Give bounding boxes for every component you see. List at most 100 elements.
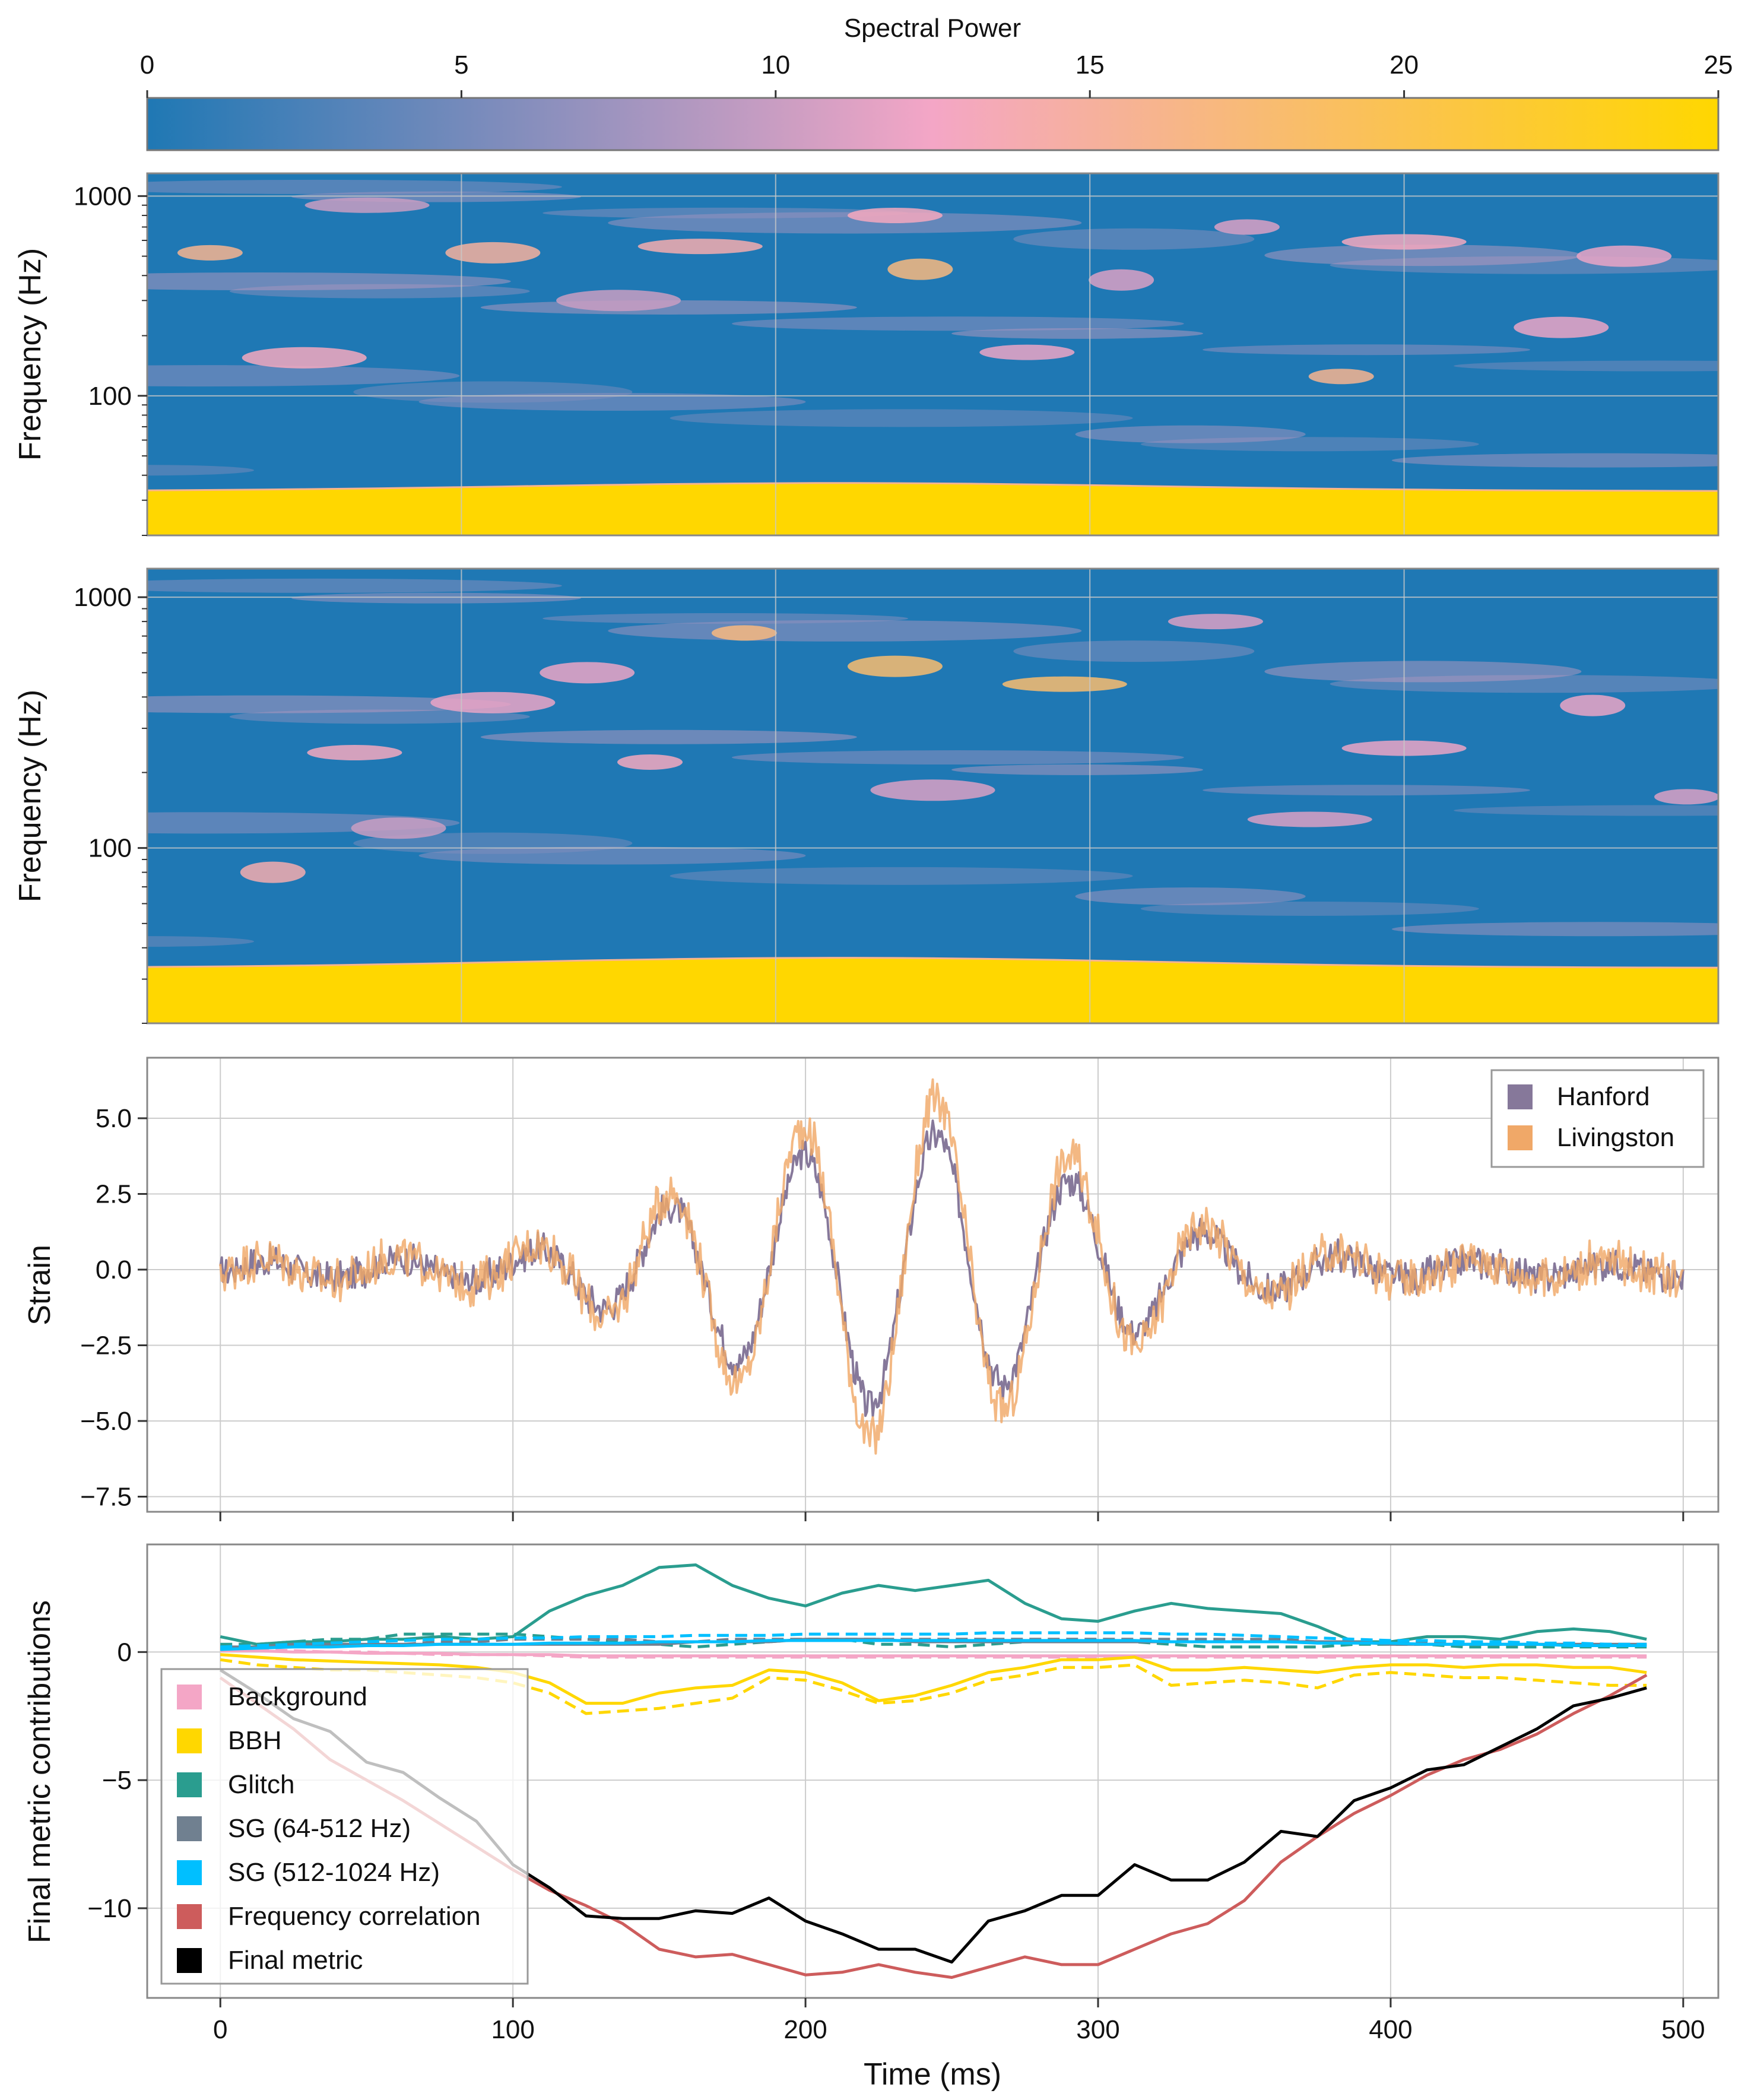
spectrogram-texture-band [1013, 640, 1255, 662]
spectrogram-texture-band [147, 272, 511, 291]
metric-series-bbh [220, 1653, 1647, 1705]
y-tick-label: 5.0 [96, 1104, 132, 1133]
metric-legend-swatch [177, 1860, 202, 1885]
spectrogram-texture-band [353, 381, 633, 403]
spectrogram-texture-band [480, 729, 857, 744]
spectrogram-2-y-ticks: 100 1000 [74, 583, 147, 1024]
metric-ticks: 0 100 200 300 400 500 0 −5 −10 [87, 1638, 1705, 2044]
x-tick-label: 400 [1369, 2015, 1412, 2044]
metric-legend-label: Frequency correlation [228, 1902, 481, 1931]
metric-legend-label: Final metric [228, 1946, 363, 1975]
y-tick-label: 2.5 [96, 1180, 132, 1209]
spectrogram-blob [637, 239, 763, 255]
spectrogram-blob [1308, 369, 1374, 385]
spectrogram-blob [1214, 219, 1280, 235]
metric-series-bbh-dashed [220, 1658, 1647, 1715]
spectrogram-texture-band [670, 867, 1133, 885]
x-tick-label: 0 [213, 2015, 227, 2044]
metric-legend-swatch [177, 1772, 202, 1797]
metric-legend-swatch [177, 1904, 202, 1929]
x-tick-label: 500 [1661, 2015, 1705, 2044]
y-tick-label: −10 [87, 1894, 132, 1923]
colorbar-bar [146, 97, 1720, 151]
spectrogram-2-grid [147, 569, 1718, 1023]
spectrogram-blob [870, 779, 995, 801]
spectrogram-blob [1560, 694, 1626, 716]
x-tick-label: 300 [1076, 2015, 1119, 2044]
metric-legend-label: SG (512-1024 Hz) [228, 1858, 440, 1887]
strain-series [219, 1078, 1684, 1455]
spectrogram-texture-band [418, 846, 806, 865]
spectrogram-texture-band [731, 316, 1184, 331]
spectrogram-blob [617, 754, 683, 770]
strain-series-livingston [219, 1078, 1684, 1455]
spectrogram-blob [847, 655, 943, 677]
spectrogram-texture-band [418, 393, 806, 411]
spectrogram-1-frame [146, 172, 1720, 537]
spectrogram-texture-band [543, 207, 909, 218]
spectrogram-texture-band [147, 936, 254, 947]
spectrogram-texture-band [543, 613, 909, 624]
spectrogram-texture-band [1140, 437, 1479, 452]
spectrogram-texture-band [1391, 922, 1718, 937]
spectrogram-2-frame [146, 567, 1720, 1024]
spectrogram-texture-band [1264, 661, 1582, 683]
spectrogram-blob [887, 258, 953, 280]
spectrogram-texture-band [608, 212, 1082, 234]
spectrogram-blob [1654, 789, 1718, 805]
spectrogram-1-background [147, 173, 1718, 535]
spectrogram-1-ylabel: Frequency (Hz) [13, 248, 47, 461]
strain-plot-area [147, 1058, 1718, 1512]
legend-swatch-hanford [1508, 1084, 1533, 1109]
spectrogram-texture-band [147, 365, 460, 387]
legend-label-hanford: Hanford [1557, 1082, 1650, 1111]
x-tick-label: 100 [491, 2015, 534, 2044]
y-tick-label: 1000 [74, 583, 132, 612]
spectrogram-texture-band [147, 179, 562, 194]
spectrogram-panel-1: 100 1000 Frequency (Hz) [13, 172, 1720, 537]
strain-panel: 5.0 2.5 0.0 −2.5 −5.0 −7.5 Strain Hanford Liv… [23, 1057, 1720, 1521]
y-tick-label: 1000 [74, 182, 132, 211]
strain-ylabel: Strain [23, 1245, 57, 1325]
metric-legend-swatch [177, 1685, 202, 1709]
spectrogram-blob [1247, 811, 1372, 827]
spectrogram-blob [1002, 676, 1127, 692]
metric-legend-label: Glitch [228, 1770, 294, 1799]
y-tick-label: 100 [88, 382, 132, 411]
spectrogram-texture-band [1075, 887, 1306, 906]
colorbar-tick-label: 15 [1076, 50, 1105, 80]
spectrogram-low-band [147, 484, 1718, 535]
spectrogram-texture-band [1330, 675, 1718, 693]
spectrogram-blob [430, 691, 556, 713]
spectrogram-texture-band [147, 578, 562, 593]
metric-series-sg-512-1024-hz--dashed [220, 1631, 1647, 1649]
y-tick-label: −5 [102, 1766, 132, 1795]
metric-series [219, 1563, 1648, 1979]
spectrogram-texture-band [1140, 901, 1479, 916]
spectrogram-blob [304, 197, 430, 213]
spectrogram-2-ylabel: Frequency (Hz) [13, 690, 47, 902]
spectrogram-texture-band [670, 409, 1133, 427]
spectrogram-1-y-ticks: 100 1000 [74, 182, 147, 536]
spectrogram-blob [177, 245, 243, 261]
metric-frame [146, 1543, 1720, 1999]
metric-legend: Background BBH Glitch SG (64-512 Hz) SG (512… [160, 1668, 529, 1985]
colorbar-tick-label: 0 [140, 50, 154, 80]
spectrogram-blob [1576, 245, 1672, 267]
spectrogram-texture-band [951, 328, 1204, 339]
spectrogram-blob [1089, 269, 1154, 291]
strain-ticks: 5.0 2.5 0.0 −2.5 −5.0 −7.5 [80, 1104, 1684, 1521]
spectrogram-1-heatmap [147, 179, 1718, 535]
spectrogram-texture-band [1075, 425, 1306, 443]
spectrogram-texture-band [229, 709, 530, 724]
colorbar-tick-label: 5 [454, 50, 468, 80]
spectrogram-texture-band [229, 284, 530, 299]
spectrogram-texture-band [1203, 344, 1531, 356]
colorbar-tick-label: 10 [761, 50, 790, 80]
metric-series-sg-512-1024-hz- [220, 1639, 1647, 1651]
spectrogram-texture-band [147, 465, 254, 476]
spectrogram-blob [711, 625, 777, 641]
spectrogram-low-band [147, 959, 1718, 1023]
spectrogram-blob [240, 861, 306, 883]
metric-legend-swatch [177, 1948, 202, 1973]
